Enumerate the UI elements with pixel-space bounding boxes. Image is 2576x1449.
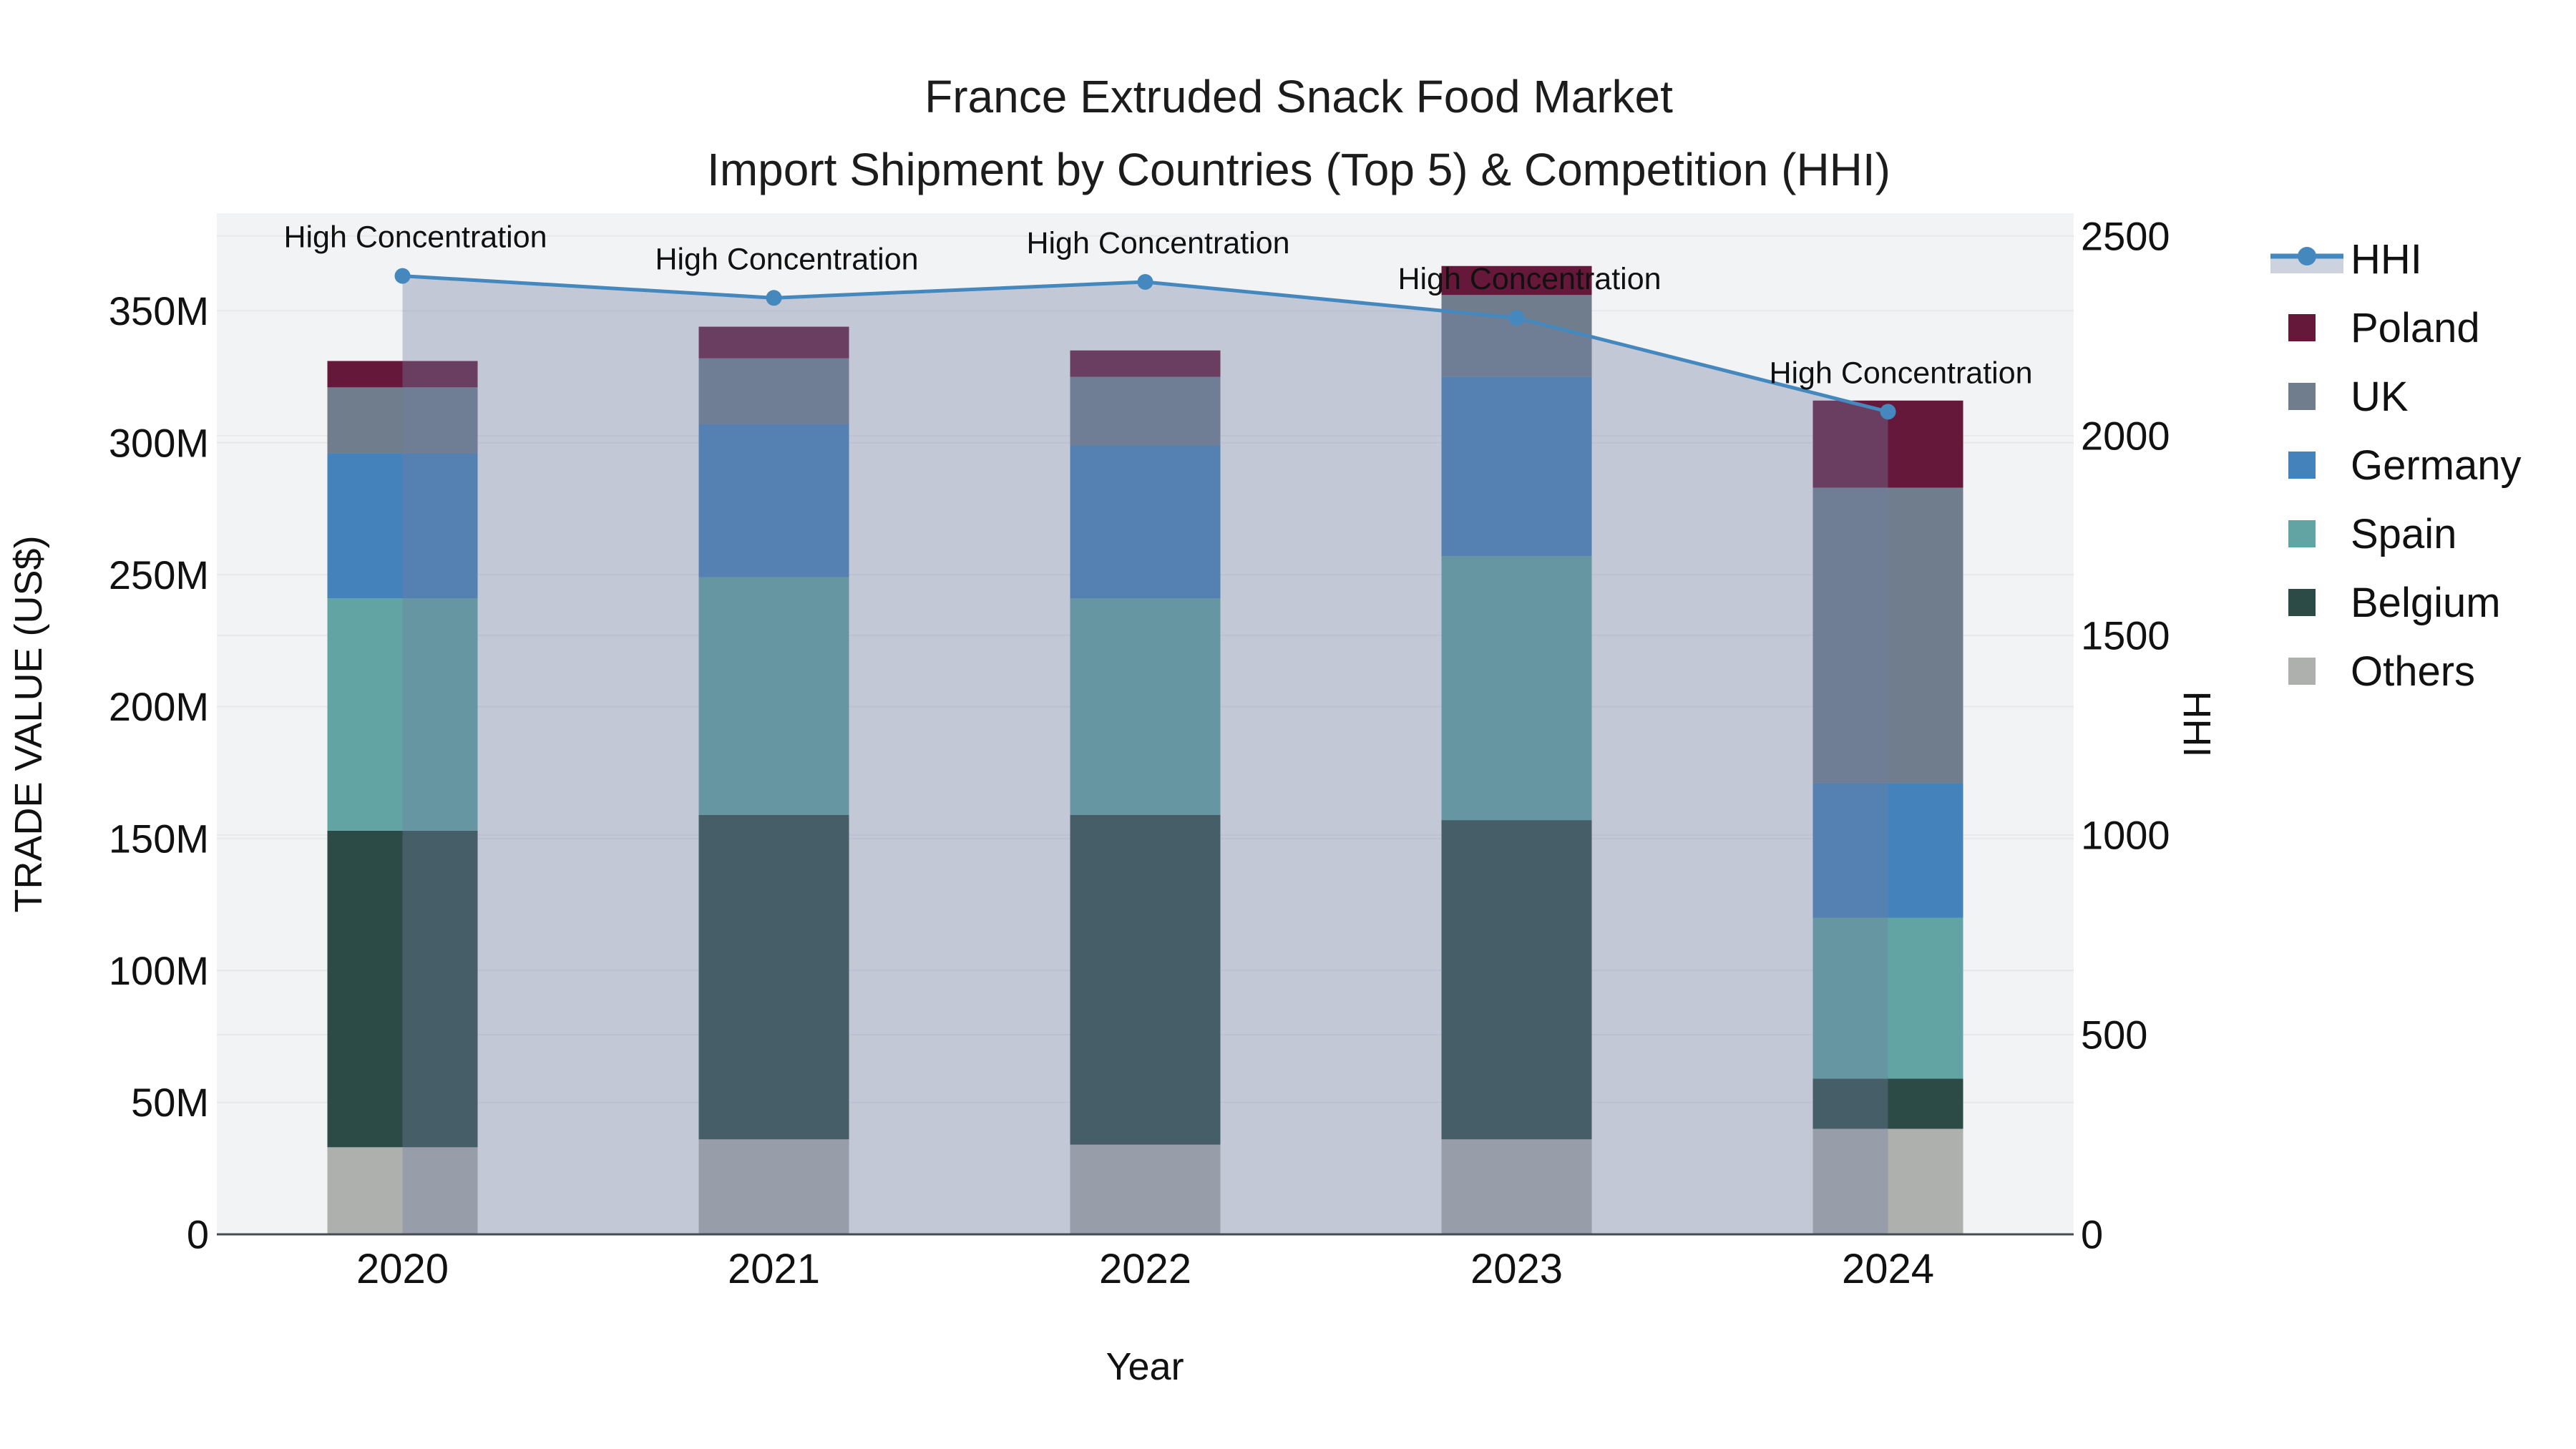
hhi-marker-2020 bbox=[394, 268, 411, 284]
y-right-tick-1500: 1500 bbox=[2081, 613, 2170, 658]
bar-segment-others-2020 bbox=[327, 1147, 478, 1234]
y-right-tick-500: 500 bbox=[2081, 1013, 2147, 1058]
y-right-tick-1000: 1000 bbox=[2081, 813, 2170, 858]
x-tick-2024: 2024 bbox=[1842, 1246, 1934, 1292]
bar-segment-spain-2022 bbox=[1070, 598, 1221, 815]
bar-segment-belgium-2023 bbox=[1441, 820, 1592, 1140]
bar-segment-poland-2022 bbox=[1070, 350, 1221, 377]
x-tick-2021: 2021 bbox=[728, 1246, 820, 1292]
y-right-axis-title: HHI bbox=[2175, 691, 2218, 758]
legend-item-spain[interactable]: Spain bbox=[2265, 499, 2522, 568]
annotations-layer: High Concentration High Concentration High… bbox=[283, 220, 2032, 391]
bar-segment-germany-2020 bbox=[327, 453, 478, 599]
hhi-area-fill bbox=[402, 275, 1888, 1234]
legend-label-poland: Poland bbox=[2351, 304, 2480, 351]
legend-label-belgium: Belgium bbox=[2351, 579, 2501, 626]
bar-segment-poland-2020 bbox=[327, 361, 478, 388]
hhi-marker-2024 bbox=[1880, 404, 1896, 420]
y-left-tick-200M: 200M bbox=[109, 684, 209, 729]
bar-segment-uk-2020 bbox=[327, 387, 478, 454]
bar-segment-others-2021 bbox=[698, 1139, 849, 1234]
hhi-marker-2022 bbox=[1137, 273, 1153, 290]
bar-segment-others-2024 bbox=[1813, 1128, 1963, 1234]
hhi-area-fill-layer bbox=[402, 275, 1888, 1234]
legend-item-germany[interactable]: Germany bbox=[2265, 431, 2522, 499]
belgium-swatch-icon bbox=[2265, 589, 2351, 616]
legend-label-spain: Spain bbox=[2351, 510, 2457, 557]
y-right-tick-2000: 2000 bbox=[2081, 413, 2170, 458]
bar-segment-spain-2024 bbox=[1813, 917, 1963, 1079]
poland-swatch-icon bbox=[2265, 314, 2351, 341]
y-left-tick-250M: 250M bbox=[109, 552, 209, 597]
y-left-tick-350M: 350M bbox=[109, 288, 209, 333]
y-left-axis-title: TRADE VALUE (US$) bbox=[7, 535, 50, 912]
y-left-tick-50M: 50M bbox=[131, 1080, 209, 1125]
y-left-tick-300M: 300M bbox=[109, 420, 209, 465]
bar-segment-uk-2022 bbox=[1070, 376, 1221, 446]
bar-segment-others-2022 bbox=[1070, 1144, 1221, 1234]
bar-segment-belgium-2024 bbox=[1813, 1078, 1963, 1129]
legend-label-hhi: HHI bbox=[2351, 235, 2422, 283]
chart-title-line1: France Extruded Snack Food Market bbox=[924, 71, 1673, 122]
chart-title-line2: Import Shipment by Countries (Top 5) & C… bbox=[707, 144, 1890, 195]
chart-title: France Extruded Snack Food Market Import… bbox=[707, 60, 1890, 206]
bar-segment-spain-2021 bbox=[698, 577, 849, 815]
bar-segment-belgium-2020 bbox=[327, 830, 478, 1148]
bar-segment-uk-2021 bbox=[698, 358, 849, 424]
bar-segment-poland-2021 bbox=[698, 326, 849, 358]
legend-label-others: Others bbox=[2351, 648, 2476, 695]
annotation-high-concentration-2021: High Concentration bbox=[655, 242, 918, 276]
legend-item-others[interactable]: Others bbox=[2265, 637, 2522, 706]
hhi-marker-2021 bbox=[766, 290, 782, 306]
hhi-line-sample-icon bbox=[2265, 238, 2351, 280]
legend-label-uk: UK bbox=[2351, 373, 2409, 420]
annotation-high-concentration-2023: High Concentration bbox=[1397, 262, 1661, 296]
bar-segment-germany-2022 bbox=[1070, 445, 1221, 599]
legend-item-hhi[interactable]: HHI bbox=[2265, 225, 2522, 293]
y-left-tick-150M: 150M bbox=[109, 816, 209, 861]
y-left-tick-0: 0 bbox=[187, 1212, 209, 1257]
y-left-tick-100M: 100M bbox=[109, 948, 209, 993]
x-axis-title: Year bbox=[1106, 1345, 1184, 1388]
bar-segment-spain-2020 bbox=[327, 598, 478, 831]
bar-segment-belgium-2022 bbox=[1070, 814, 1221, 1145]
annotation-high-concentration-2020: High Concentration bbox=[283, 220, 547, 255]
y-right-tick-0: 0 bbox=[2081, 1212, 2103, 1257]
legend-item-belgium[interactable]: Belgium bbox=[2265, 568, 2522, 637]
x-tick-2022: 2022 bbox=[1099, 1246, 1191, 1292]
legend-item-uk[interactable]: UK bbox=[2265, 362, 2522, 431]
spain-swatch-icon bbox=[2265, 520, 2351, 547]
bar-segment-poland-2023 bbox=[1441, 265, 1592, 296]
bar-segment-belgium-2021 bbox=[698, 814, 849, 1140]
bar-segment-uk-2023 bbox=[1441, 295, 1592, 377]
bar-segment-germany-2021 bbox=[698, 424, 849, 577]
germany-swatch-icon bbox=[2265, 452, 2351, 479]
legend-label-germany: Germany bbox=[2351, 441, 2522, 489]
annotation-high-concentration-2024: High Concentration bbox=[1769, 356, 2032, 390]
others-swatch-icon bbox=[2265, 658, 2351, 685]
legend-item-poland[interactable]: Poland bbox=[2265, 293, 2522, 362]
bar-segment-uk-2024 bbox=[1813, 487, 1963, 784]
hhi-marker-2023 bbox=[1508, 310, 1525, 326]
bar-segment-spain-2023 bbox=[1441, 556, 1592, 821]
x-tick-2020: 2020 bbox=[356, 1246, 449, 1292]
bar-segment-germany-2023 bbox=[1441, 376, 1592, 557]
tick-labels-layer: 0 50M 100M 150M 200M 250M 300M 350M 0 500 1000 1500… bbox=[109, 213, 2170, 1292]
bar-segment-germany-2024 bbox=[1813, 783, 1963, 918]
annotation-high-concentration-2022: High Concentration bbox=[1026, 226, 1289, 260]
y-right-tick-2500: 2500 bbox=[2081, 213, 2170, 258]
hhi-line-layer bbox=[394, 268, 1896, 420]
uk-swatch-icon bbox=[2265, 383, 2351, 410]
legend: HHI Poland UK Germany Spain Belgium Others bbox=[2265, 225, 2522, 706]
bar-segment-others-2023 bbox=[1441, 1139, 1592, 1234]
x-tick-2023: 2023 bbox=[1470, 1246, 1563, 1292]
